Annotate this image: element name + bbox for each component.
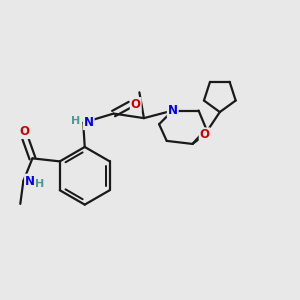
Text: H: H — [35, 178, 45, 188]
Text: N: N — [25, 175, 35, 188]
Text: O: O — [131, 98, 141, 111]
Text: O: O — [20, 125, 30, 138]
Text: H: H — [71, 116, 80, 126]
Text: N: N — [84, 116, 94, 129]
Text: N: N — [168, 104, 178, 117]
Text: O: O — [200, 128, 210, 141]
